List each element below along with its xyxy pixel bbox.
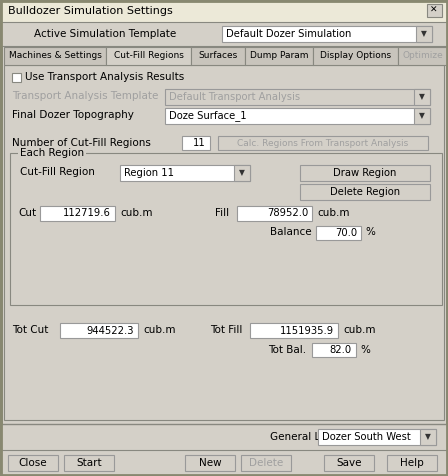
Bar (4, 47, 106, 65)
Text: Optimize: Optimize (403, 51, 444, 60)
Text: Save: Save (336, 458, 362, 468)
Text: Display Options: Display Options (320, 51, 391, 60)
Bar (250, 323, 338, 338)
Text: Close: Close (19, 458, 47, 468)
Text: Number of Cut-Fill Regions: Number of Cut-Fill Regions (12, 138, 151, 148)
Text: Transport Analysis Template: Transport Analysis Template (12, 91, 159, 101)
Text: 11: 11 (193, 138, 206, 148)
Bar (12, 73, 21, 82)
Text: Cut-Fill Region: Cut-Fill Region (20, 167, 95, 177)
Bar (300, 165, 430, 181)
Bar (8, 455, 58, 471)
Text: Default Dozer Simulation: Default Dozer Simulation (226, 29, 351, 39)
Text: Each Region: Each Region (20, 148, 84, 158)
Text: Draw Region: Draw Region (333, 168, 396, 178)
Bar (4, 65, 444, 420)
Bar (18, 148, 86, 158)
Bar (40, 206, 115, 221)
Bar (222, 26, 432, 42)
Bar (316, 226, 361, 240)
Text: 112719.6: 112719.6 (63, 208, 111, 218)
Text: New: New (198, 458, 221, 468)
Bar (218, 136, 428, 150)
Text: Start: Start (76, 458, 102, 468)
Text: cub.m: cub.m (143, 325, 176, 335)
Text: Tot Fill: Tot Fill (210, 325, 242, 335)
Bar (2, 2, 446, 22)
Bar (165, 89, 430, 105)
Text: Bulldozer Simulation Settings: Bulldozer Simulation Settings (8, 6, 173, 16)
Bar (60, 323, 138, 338)
Bar (185, 455, 235, 471)
Text: Dump Param: Dump Param (250, 51, 308, 60)
Bar (241, 455, 291, 471)
Text: Final Dozer Topography: Final Dozer Topography (12, 110, 134, 120)
Text: Dozer South West: Dozer South West (322, 432, 411, 442)
Text: Default Transport Analysis: Default Transport Analysis (169, 92, 300, 102)
Text: Surfaces: Surfaces (198, 51, 237, 60)
Text: 70.0: 70.0 (335, 228, 357, 238)
Text: Delete: Delete (249, 458, 283, 468)
Bar (120, 165, 250, 181)
Bar (427, 4, 442, 17)
Text: ▼: ▼ (419, 111, 425, 120)
Bar (182, 136, 210, 150)
Text: cub.m: cub.m (343, 325, 375, 335)
Text: %: % (360, 345, 370, 355)
Bar (414, 108, 430, 124)
Text: Active Simulation Template: Active Simulation Template (34, 29, 176, 39)
Text: Cut-Fill Regions: Cut-Fill Regions (113, 51, 183, 60)
Text: Fill: Fill (215, 208, 229, 218)
Text: Balance: Balance (270, 227, 312, 237)
Text: Region 11: Region 11 (124, 168, 174, 178)
Text: ✕: ✕ (430, 6, 438, 15)
Bar (416, 26, 432, 42)
Text: 944522.3: 944522.3 (86, 326, 134, 336)
Text: General Log: General Log (270, 432, 333, 442)
Bar (300, 184, 430, 200)
Bar (2, 450, 446, 476)
Bar (10, 153, 442, 305)
Bar (165, 108, 430, 124)
Bar (106, 47, 191, 65)
Text: ▼: ▼ (421, 30, 427, 39)
Bar (2, 22, 446, 46)
Text: Tot Cut: Tot Cut (12, 325, 48, 335)
Text: 78952.0: 78952.0 (267, 208, 308, 218)
Bar (312, 343, 356, 357)
Bar (398, 47, 448, 65)
Text: Delete Region: Delete Region (330, 187, 400, 197)
Bar (64, 455, 114, 471)
Bar (191, 47, 245, 65)
Text: 82.0: 82.0 (330, 345, 352, 355)
Bar (420, 429, 436, 445)
Text: 1151935.9: 1151935.9 (280, 326, 334, 336)
Text: cub.m: cub.m (120, 208, 152, 218)
Bar (2, 424, 446, 450)
Text: ▼: ▼ (419, 92, 425, 101)
Text: Doze Surface_1: Doze Surface_1 (169, 110, 247, 121)
Bar (324, 455, 374, 471)
Bar (237, 206, 312, 221)
Text: Use Transport Analysis Results: Use Transport Analysis Results (25, 72, 184, 82)
Text: ▼: ▼ (239, 169, 245, 178)
Bar (414, 89, 430, 105)
Text: Cut: Cut (18, 208, 36, 218)
Bar (313, 47, 398, 65)
Text: Machines & Settings: Machines & Settings (9, 51, 101, 60)
Text: Calc. Regions From Transport Analysis: Calc. Regions From Transport Analysis (237, 139, 409, 148)
Bar (234, 165, 250, 181)
Text: ▼: ▼ (425, 433, 431, 442)
Bar (318, 429, 436, 445)
Bar (387, 455, 437, 471)
Text: Help: Help (400, 458, 424, 468)
Text: cub.m: cub.m (317, 208, 349, 218)
Text: %: % (365, 227, 375, 237)
Bar (245, 47, 313, 65)
Text: Tot Bal.: Tot Bal. (268, 345, 306, 355)
